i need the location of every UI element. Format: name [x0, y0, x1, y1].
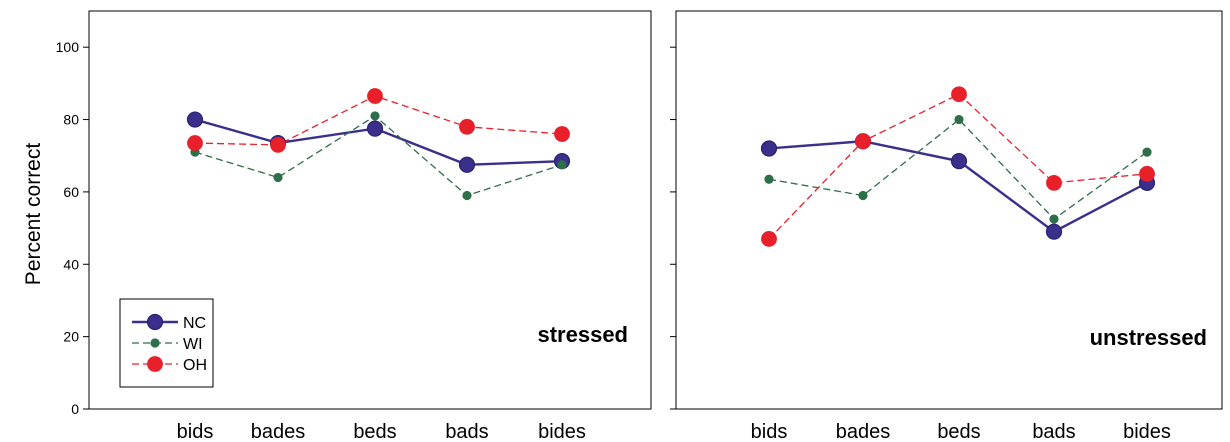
unstressed-point-oh: [1046, 174, 1062, 191]
stressed-x-tick-label: bades: [251, 421, 306, 442]
legend-label-oh: OH: [183, 357, 207, 374]
unstressed-point-oh: [951, 86, 967, 103]
stressed-point-nc: [366, 120, 384, 137]
panel-label: unstressed: [1090, 325, 1207, 350]
legend: NC WI OH: [119, 298, 214, 388]
stressed-point-wi: [370, 111, 380, 121]
unstressed-point-wi: [954, 114, 964, 125]
y-tick-label: 100: [56, 39, 80, 55]
unstressed-x-tick-label: bides: [1123, 421, 1171, 442]
unstressed-point-oh: [1139, 165, 1155, 182]
unstressed-x-tick-label: bads: [1032, 421, 1075, 442]
y-axis-label: Percent correct: [22, 143, 45, 286]
unstressed-point-wi: [1049, 214, 1059, 224]
stressed-point-oh: [459, 118, 475, 135]
y-tick-label: 80: [63, 112, 79, 128]
unstressed-point-wi: [858, 190, 868, 201]
unstressed-point-wi: [1142, 147, 1152, 157]
stressed-plot-frame: [88, 10, 652, 410]
panel-stressed: 0 20 40 60 80 100 bids bades beds bads bides stress…: [56, 10, 652, 442]
y-tick-label: 20: [63, 329, 79, 345]
unstressed-x-tick-label: beds: [937, 421, 980, 442]
panel-label: stressed: [537, 322, 628, 347]
panel-unstressed: bids bades beds bads bides unstressed: [670, 10, 1223, 442]
stressed-point-oh: [187, 135, 203, 151]
stressed-x-tick-label: bads: [445, 421, 488, 442]
stressed-point-nc: [186, 111, 204, 128]
legend-label-wi: WI: [183, 336, 203, 353]
unstressed-x-tick-label: bids: [751, 421, 788, 442]
unstressed-x-tick-label: bades: [836, 421, 891, 442]
unstressed-plot-frame: [675, 10, 1223, 410]
stressed-point-wi: [462, 190, 472, 201]
unstressed-point-wi: [764, 174, 774, 184]
stressed-point-oh: [554, 126, 570, 142]
stressed-point-wi: [273, 172, 283, 183]
stressed-series-line-oh: [194, 95, 563, 146]
y-tick-label: 40: [63, 256, 79, 272]
unstressed-point-nc: [1045, 223, 1063, 240]
stressed-point-oh: [367, 88, 383, 104]
stressed-x-tick-label: bids: [177, 421, 214, 442]
unstressed-point-oh: [761, 231, 777, 247]
stressed-point-wi: [557, 160, 567, 170]
y-tick-label: 0: [71, 401, 79, 417]
stressed-point-nc: [458, 156, 476, 173]
unstressed-point-nc: [950, 153, 968, 170]
legend-label-nc: NC: [183, 315, 206, 332]
unstressed-point-nc: [760, 140, 778, 157]
stressed-point-oh: [270, 136, 286, 153]
stressed-x-tick-label: beds: [353, 421, 396, 442]
legend-marker-wi: [150, 338, 160, 348]
unstressed-point-oh: [855, 133, 871, 150]
legend-marker-oh: [147, 356, 163, 372]
y-tick-label: 60: [63, 184, 79, 200]
legend-marker-nc: [146, 313, 164, 331]
unstressed-series-line-wi: [768, 118, 1148, 220]
stressed-x-tick-label: bides: [538, 421, 586, 442]
